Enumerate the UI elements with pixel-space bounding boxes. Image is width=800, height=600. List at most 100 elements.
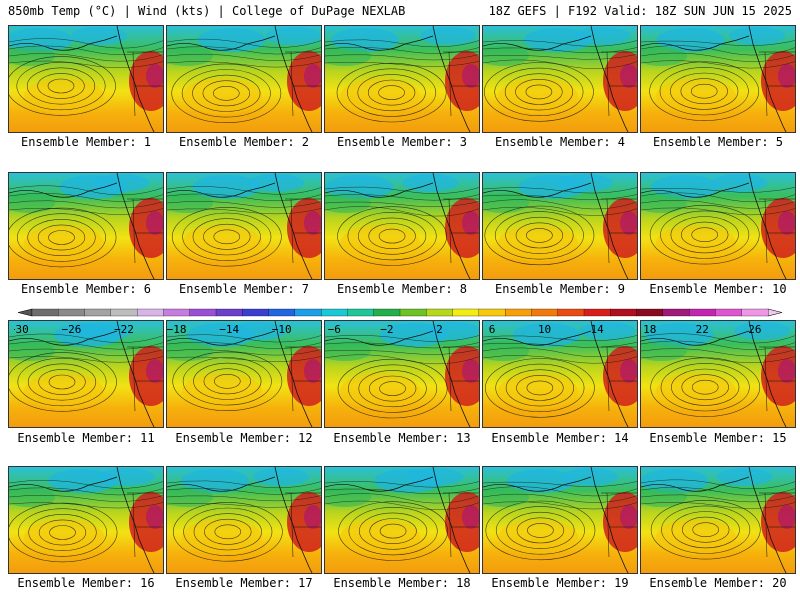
wind-contour bbox=[9, 494, 163, 502]
wind-contour bbox=[325, 481, 479, 488]
coastline bbox=[167, 476, 276, 492]
ensemble-map-panel bbox=[8, 25, 164, 133]
cold-air-region bbox=[197, 28, 266, 52]
wind-contour bbox=[9, 207, 163, 215]
wind-contour bbox=[357, 74, 426, 112]
wind-contour bbox=[167, 349, 321, 356]
state-border bbox=[290, 198, 294, 264]
coastline bbox=[590, 173, 629, 279]
colorbar-tick-label: −6 bbox=[328, 323, 341, 336]
ensemble-member-label: Ensemble Member: 3 bbox=[336, 135, 468, 149]
ensemble-member-label: Ensemble Member: 19 bbox=[491, 576, 629, 590]
hot-air-core bbox=[620, 211, 637, 235]
wind-contour bbox=[378, 85, 405, 100]
ensemble-member-label: Ensemble Member: 20 bbox=[649, 576, 787, 590]
wind-contour bbox=[379, 381, 406, 396]
cold-air-region bbox=[93, 174, 150, 192]
wind-contour bbox=[641, 40, 795, 46]
state-border bbox=[290, 492, 294, 558]
colorbar-cell bbox=[662, 308, 690, 317]
wind-contour bbox=[9, 56, 116, 116]
wind-contour bbox=[483, 501, 637, 510]
colorbar-cell bbox=[268, 308, 296, 317]
colorbar-tick-label: −18 bbox=[167, 323, 187, 336]
state-border bbox=[448, 346, 452, 412]
wind-contour bbox=[649, 205, 760, 265]
wind-contour bbox=[181, 69, 271, 118]
wind-contour bbox=[204, 518, 252, 545]
wind-contour bbox=[16, 213, 107, 262]
wind-contour bbox=[167, 356, 321, 362]
wind-contour bbox=[368, 223, 416, 250]
cold-air-region bbox=[98, 468, 155, 486]
wind-contour bbox=[214, 524, 242, 540]
cold-air-region bbox=[71, 27, 127, 45]
wind-contour bbox=[9, 45, 163, 55]
wind-contour bbox=[483, 194, 637, 200]
wind-contour bbox=[483, 481, 637, 487]
colorbar-cell bbox=[531, 308, 559, 317]
hot-air-core bbox=[778, 211, 795, 235]
wind-contour bbox=[172, 502, 283, 562]
wind-contour bbox=[641, 207, 795, 216]
wind-contour bbox=[338, 501, 448, 561]
state-border bbox=[764, 346, 768, 412]
wind-contour bbox=[325, 493, 479, 504]
warm-air-region bbox=[340, 519, 420, 555]
coastline bbox=[274, 173, 313, 279]
colorbar-tick-label: 22 bbox=[696, 323, 709, 336]
warm-air-region bbox=[182, 373, 262, 409]
wind-contour bbox=[167, 193, 321, 202]
cold-air-region bbox=[253, 468, 309, 486]
colorbar-cell bbox=[110, 308, 138, 317]
colorbar-cell bbox=[163, 308, 191, 317]
wind-contour bbox=[379, 523, 407, 539]
hot-air-core bbox=[304, 359, 321, 383]
wind-contour bbox=[212, 86, 240, 101]
colorbar-cell bbox=[636, 308, 664, 317]
coastline bbox=[641, 35, 750, 51]
hot-air-core bbox=[304, 211, 321, 235]
state-border bbox=[448, 492, 452, 558]
colorbar-cell bbox=[31, 308, 59, 317]
colorbar-cell bbox=[478, 308, 506, 317]
wind-contour bbox=[171, 207, 282, 267]
wind-contour bbox=[641, 479, 795, 490]
wind-contour bbox=[641, 487, 795, 496]
wind-contour bbox=[9, 192, 163, 202]
wind-contour bbox=[483, 54, 637, 60]
wind-contour bbox=[9, 348, 163, 356]
hot-air-core bbox=[146, 211, 163, 235]
warm-air-region bbox=[656, 519, 736, 555]
warm-air-region bbox=[656, 373, 736, 409]
wind-contour bbox=[49, 525, 76, 540]
state-border bbox=[764, 198, 768, 264]
wind-contour bbox=[483, 59, 637, 69]
colorbar-cell bbox=[557, 308, 585, 317]
colorbar-cell bbox=[320, 308, 348, 317]
coastline bbox=[590, 321, 629, 427]
wind-contour bbox=[516, 517, 565, 544]
wind-contour bbox=[483, 486, 637, 497]
ensemble-member-label: Ensemble Member: 13 bbox=[333, 431, 471, 445]
ensemble-member-label: Ensemble Member: 11 bbox=[17, 431, 155, 445]
coastline bbox=[325, 182, 434, 198]
ensemble-map-panel bbox=[166, 466, 322, 574]
cold-air-region bbox=[579, 322, 636, 340]
wind-contour bbox=[641, 45, 795, 56]
coastline bbox=[641, 182, 750, 198]
cool-air-region bbox=[483, 341, 529, 361]
colorbar-cell bbox=[583, 308, 611, 317]
wind-contour bbox=[337, 358, 448, 419]
wind-contour bbox=[347, 211, 437, 261]
wind-contour bbox=[325, 186, 479, 194]
colorbar-cell bbox=[242, 308, 270, 317]
colorbar-cell bbox=[136, 308, 164, 317]
cold-air-region bbox=[265, 27, 321, 45]
ensemble-member-label: Ensemble Member: 8 bbox=[336, 282, 468, 296]
wind-contour bbox=[671, 511, 740, 549]
coastline bbox=[274, 26, 313, 132]
wind-contour bbox=[213, 373, 241, 389]
ensemble-map-panel bbox=[166, 25, 322, 133]
wind-contour bbox=[505, 216, 574, 254]
